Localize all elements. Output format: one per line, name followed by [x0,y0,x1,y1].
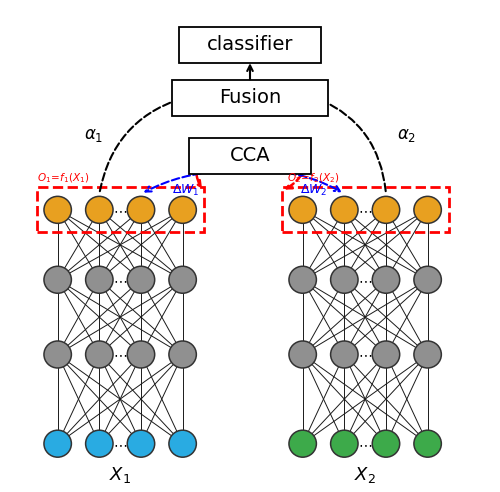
Text: $X_2$: $X_2$ [354,465,376,485]
Text: $\cdots$: $\cdots$ [358,437,372,451]
Circle shape [414,266,442,293]
Circle shape [330,341,358,368]
Circle shape [330,266,358,293]
Bar [36,187,203,233]
Text: $O_2\!=\!f_2(X_2)$: $O_2\!=\!f_2(X_2)$ [286,172,339,185]
Circle shape [414,196,442,223]
Circle shape [44,266,72,293]
Circle shape [330,196,358,223]
Circle shape [44,430,72,457]
Circle shape [169,430,196,457]
Circle shape [372,266,400,293]
Text: $\alpha_1$: $\alpha_1$ [84,126,103,144]
Circle shape [169,266,196,293]
Text: $X_1$: $X_1$ [109,465,131,485]
Circle shape [289,341,316,368]
Text: $\alpha_2$: $\alpha_2$ [397,126,416,144]
Text: $\cdots$: $\cdots$ [358,273,372,287]
Circle shape [372,430,400,457]
Text: $\cdots$: $\cdots$ [358,347,372,362]
Text: $\cdots$: $\cdots$ [358,203,372,217]
Text: $O_1\!=\!f_1(X_1)$: $O_1\!=\!f_1(X_1)$ [36,172,89,185]
Circle shape [372,341,400,368]
Circle shape [128,196,154,223]
Text: classifier: classifier [207,35,293,54]
Text: $\Delta W_2$: $\Delta W_2$ [300,183,328,198]
Text: $\Delta W_1$: $\Delta W_1$ [172,183,200,198]
Circle shape [414,430,442,457]
Text: CCA: CCA [230,146,270,165]
Circle shape [128,341,154,368]
Circle shape [44,341,72,368]
Circle shape [289,196,316,223]
Circle shape [289,266,316,293]
Circle shape [86,196,113,223]
Circle shape [86,341,113,368]
Text: $\cdots$: $\cdots$ [113,273,128,287]
Text: $\cdots$: $\cdots$ [113,437,128,451]
Circle shape [372,196,400,223]
Circle shape [128,266,154,293]
Circle shape [86,430,113,457]
Circle shape [414,341,442,368]
Circle shape [169,341,196,368]
Circle shape [128,430,154,457]
Circle shape [86,266,113,293]
Circle shape [44,196,72,223]
Text: $\cdots$: $\cdots$ [113,203,128,217]
Text: $\cdots$: $\cdots$ [113,347,128,362]
Circle shape [289,430,316,457]
FancyBboxPatch shape [172,80,328,116]
FancyBboxPatch shape [189,137,311,174]
Bar [282,187,448,233]
FancyBboxPatch shape [179,27,321,63]
Circle shape [169,196,196,223]
Circle shape [330,430,358,457]
Text: Fusion: Fusion [219,88,281,107]
